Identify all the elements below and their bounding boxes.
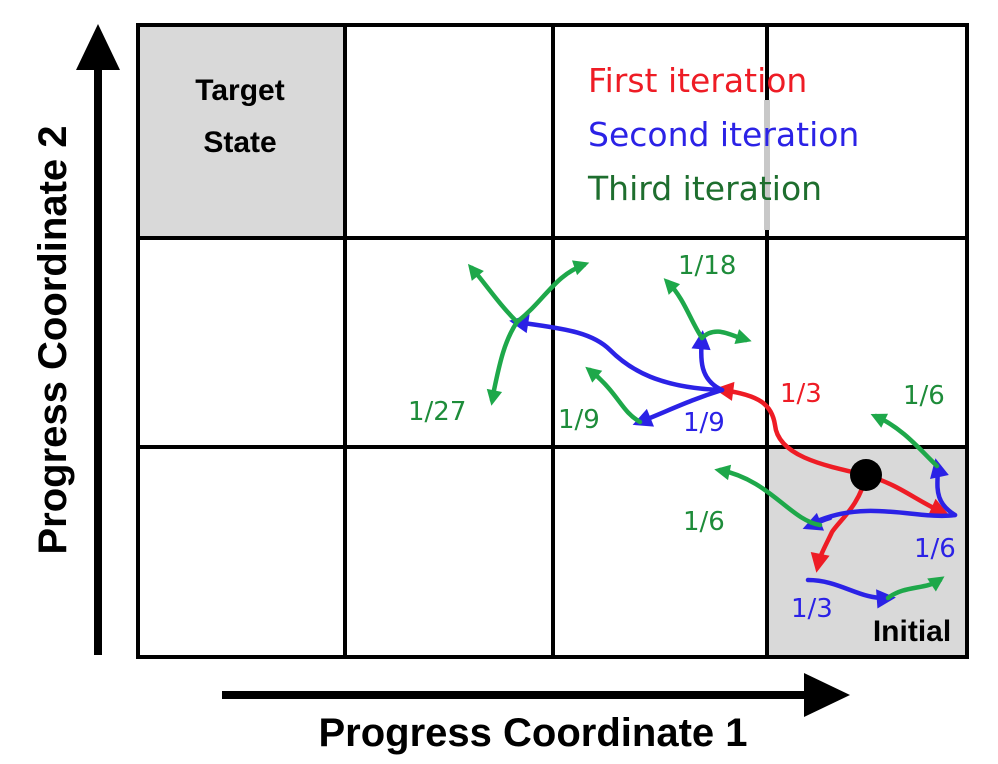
- grid: [136, 23, 969, 659]
- y-axis-arrow: [76, 24, 120, 655]
- initial-label: Initial: [873, 615, 951, 648]
- second-iteration-paths: [509, 314, 958, 609]
- weight-blue-1-9: 1/9: [683, 408, 725, 438]
- weight-green-1-18: 1/18: [678, 251, 736, 281]
- target-state-label-line2: State: [203, 126, 276, 159]
- weight-red-1-3: 1/3: [780, 379, 822, 409]
- target-state-cell: [138, 25, 345, 238]
- weight-blue-1-6: 1/6: [914, 534, 956, 564]
- x-axis-title: Progress Coordinate 1: [318, 711, 747, 755]
- weight-blue-1-3: 1/3: [791, 594, 833, 624]
- legend-second-iteration: Second iteration: [588, 115, 859, 154]
- y-axis-title: Progress Coordinate 2: [31, 125, 75, 554]
- weight-green-1-6-left: 1/6: [683, 507, 725, 537]
- legend-first-iteration: First iteration: [588, 61, 807, 100]
- weight-green-1-9: 1/9: [558, 405, 600, 435]
- weight-green-1-27: 1/27: [408, 397, 466, 427]
- third-iteration-paths: [467, 260, 945, 601]
- x-axis-arrow: [222, 673, 850, 717]
- target-state-label-line1: Target: [195, 74, 284, 107]
- legend-third-iteration: Third iteration: [587, 169, 822, 208]
- initial-walker: [850, 459, 882, 491]
- weight-green-1-6-top: 1/6: [903, 381, 945, 411]
